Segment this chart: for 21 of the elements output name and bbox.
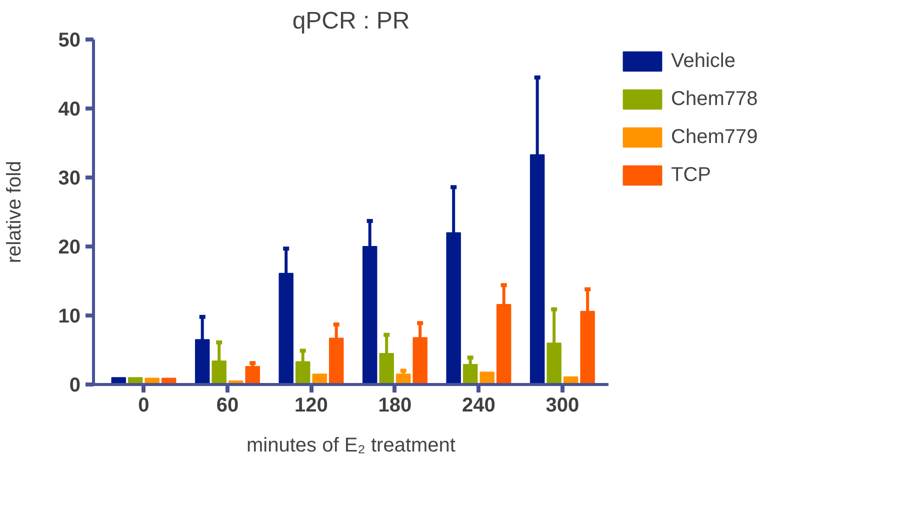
x-axis-title: minutes of E₂ treatment: [246, 434, 456, 456]
x-tick-label: 180: [378, 394, 412, 416]
y-tick-label: 50: [58, 30, 81, 52]
legend-label: TCP: [671, 164, 711, 186]
y-tick-label: 40: [58, 98, 81, 120]
bar: [480, 372, 494, 384]
x-tick-label: 0: [138, 394, 150, 416]
x-tick-label: 120: [294, 394, 328, 416]
legend-label: Chem779: [671, 126, 758, 148]
x-tick-label: 240: [462, 394, 496, 416]
y-tick-label: 0: [69, 374, 80, 396]
x-tick-label: 60: [216, 394, 239, 416]
y-tick-label: 10: [58, 306, 81, 328]
y-tick-label: 30: [58, 168, 81, 190]
legend-label: Chem778: [671, 88, 758, 110]
y-axis-title: relative fold: [3, 160, 26, 264]
y-tick-label: 20: [58, 236, 81, 258]
legend-label: Vehicle: [671, 50, 736, 72]
bar: [462, 364, 478, 384]
chart-title: qPCR : PR: [292, 8, 410, 34]
x-tick-label: 300: [546, 394, 580, 416]
